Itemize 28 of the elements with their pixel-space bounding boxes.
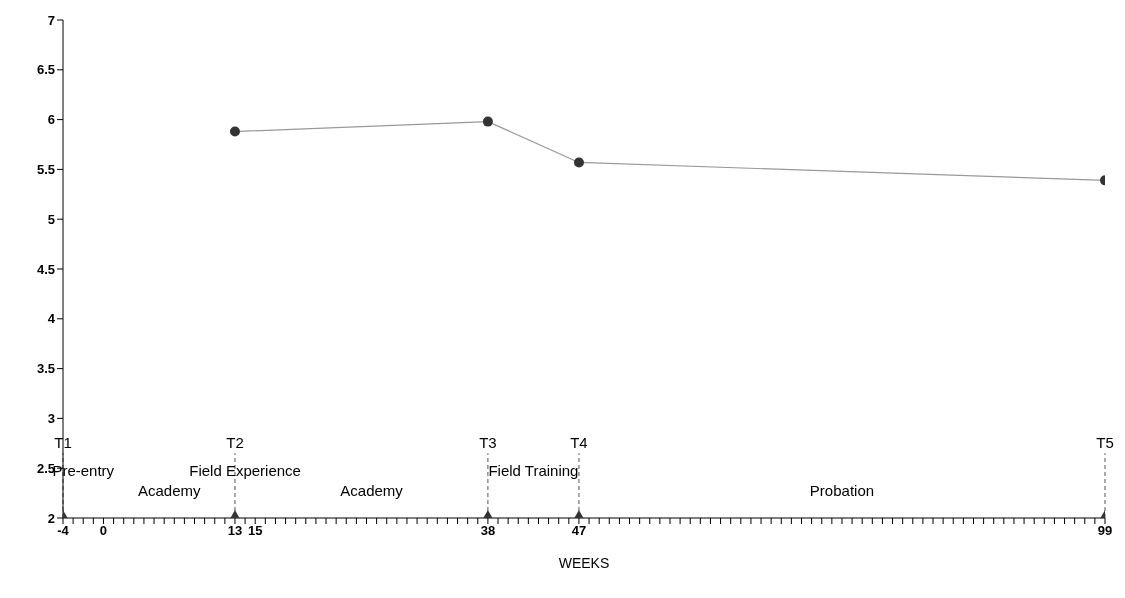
x-tick-label: 0 (99, 523, 108, 539)
ref-line-label: T1 (54, 434, 72, 452)
x-tick-label: 38 (480, 523, 496, 539)
y-tick-label: 2 (47, 510, 55, 526)
x-tick-label: -4 (57, 523, 70, 539)
y-tick-label: 6.5 (36, 62, 55, 78)
ref-line-label: T4 (570, 434, 588, 452)
y-tick-label: 4.5 (36, 261, 55, 277)
y-tick-label: 5 (47, 211, 55, 227)
annotation: Field Training (488, 461, 579, 479)
x-tick-label: 15 (247, 523, 263, 539)
x-tick-label: 47 (571, 523, 587, 539)
annotation: Academy (340, 481, 404, 499)
y-tick-label: 4 (47, 311, 56, 327)
y-tick-label: 7 (47, 12, 55, 28)
annotation: Academy (137, 481, 201, 499)
x-axis-title: WEEKS (558, 555, 610, 571)
y-tick-label: 6 (47, 112, 55, 128)
ref-line-label: T5 (1096, 434, 1114, 452)
annotation: Probation (809, 481, 875, 499)
y-tick-label: 5.5 (36, 162, 55, 178)
ref-line-label: T3 (479, 434, 497, 452)
x-tick-label: 13 (227, 523, 243, 539)
y-tick-label: 3.5 (36, 361, 55, 377)
x-tick-label: 99 (1097, 523, 1113, 539)
annotation: Field Experience (189, 461, 301, 479)
ref-line-label: T2 (226, 434, 244, 452)
y-tick-label: 3 (47, 411, 55, 427)
